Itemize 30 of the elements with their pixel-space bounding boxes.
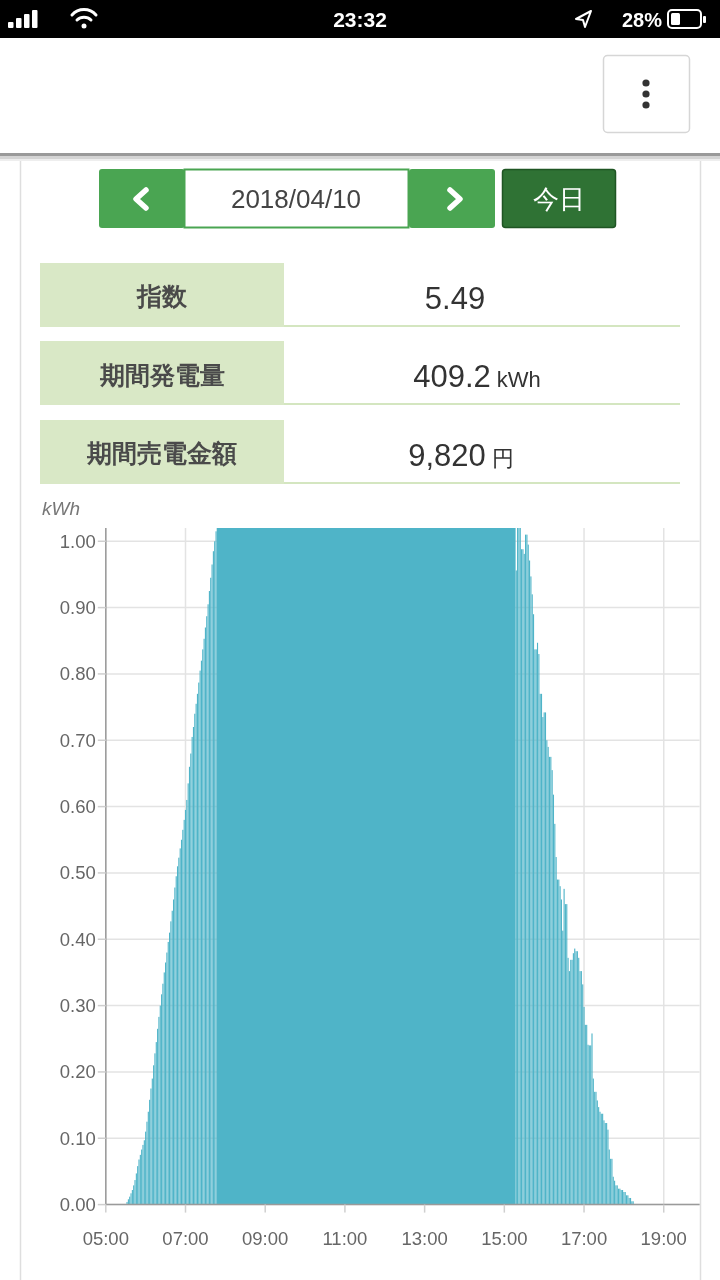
y-tick-label: 0.50 [59, 862, 96, 884]
x-tick-label: 05:00 [82, 1228, 129, 1249]
text: 9,820 円 [408, 438, 514, 473]
y-tick-label: 0.20 [59, 1061, 96, 1083]
text: 5.49 [424, 281, 486, 316]
y-axis-title: kWh [42, 498, 80, 519]
x-tick-label: 07:00 [162, 1228, 209, 1249]
x-tick-label: 19:00 [640, 1228, 687, 1249]
x-tick-label: 13:00 [401, 1228, 448, 1249]
text: 23:32 [333, 8, 387, 31]
text: 28% [621, 9, 663, 31]
y-tick-label: 0.40 [59, 928, 96, 950]
y-tick-label: 0.30 [59, 995, 96, 1017]
y-tick-label: 0.70 [59, 729, 96, 751]
x-tick-label: 09:00 [242, 1228, 289, 1249]
text: 期間売電金額 [86, 439, 237, 467]
y-tick-label: 0.80 [59, 663, 96, 685]
text: 期間発電量 [98, 361, 225, 389]
text: 今日 [533, 184, 585, 214]
y-tick-label: 0.90 [59, 597, 96, 619]
y-tick-label: 0.60 [59, 796, 96, 818]
text: 409.2 kWh [413, 359, 541, 394]
y-tick-label: 0.00 [59, 1194, 96, 1216]
x-tick-label: 11:00 [322, 1228, 368, 1249]
text: 指数 [136, 282, 188, 310]
x-tick-label: 17:00 [560, 1228, 608, 1249]
y-tick-label: 0.10 [59, 1127, 96, 1149]
y-tick-label: 1.00 [59, 530, 96, 552]
x-tick-label: 15:00 [481, 1228, 528, 1249]
chart-subtitle: 2018/04/10 [230, 184, 362, 214]
